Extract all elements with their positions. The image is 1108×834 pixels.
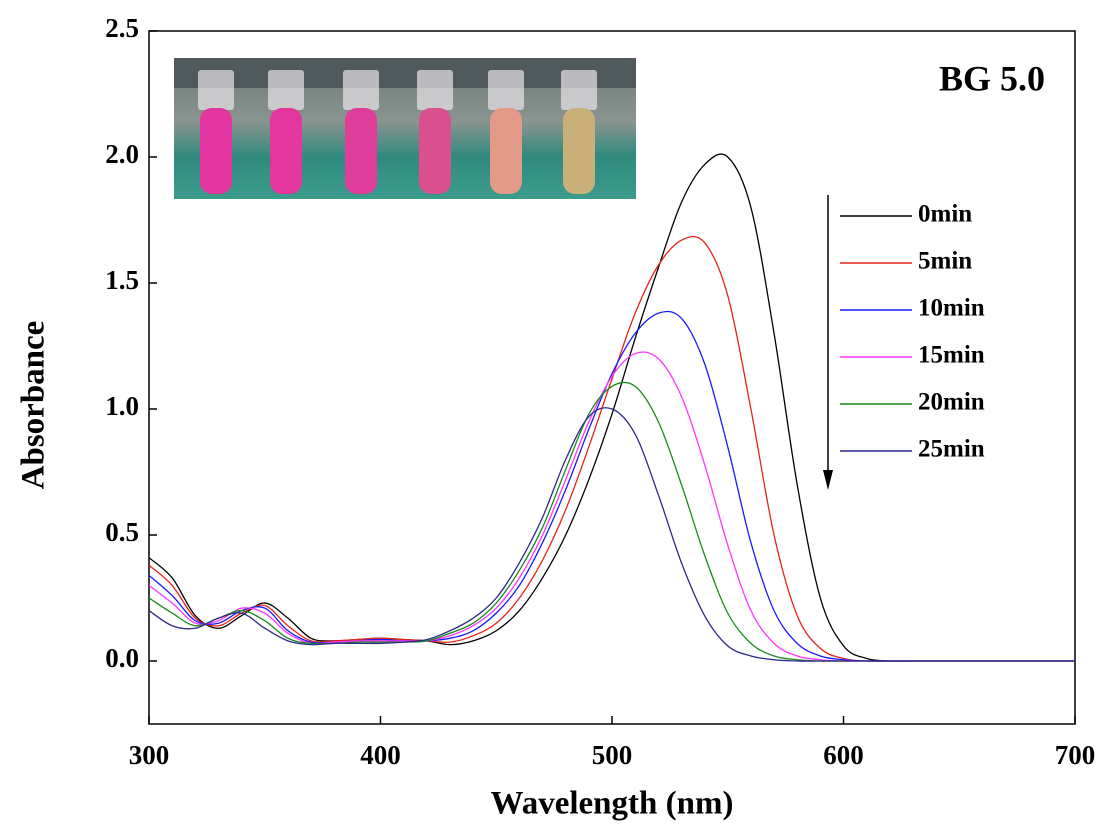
tube [490, 108, 522, 194]
tube-cap [343, 70, 379, 110]
y-tick-label: 1.5 [105, 265, 139, 295]
x-tick-label: 500 [592, 740, 633, 770]
y-tick-label: 0.0 [105, 643, 139, 673]
tube-cap [417, 70, 453, 110]
y-tick-label: 2.0 [105, 139, 139, 169]
legend-label: 15min [918, 342, 985, 369]
tube [200, 108, 232, 194]
x-tick-label: 300 [129, 740, 170, 770]
x-axis-title: Wavelength (nm) [491, 786, 734, 822]
x-tick-label: 400 [360, 740, 401, 770]
y-tick-label: 1.0 [105, 391, 139, 421]
tube-cap [488, 70, 524, 110]
tube-cap [268, 70, 304, 110]
photo-backdrop [174, 58, 636, 88]
legend-label: 0min [918, 201, 972, 228]
arrow-head [823, 470, 833, 490]
legend-label: 10min [918, 295, 985, 322]
tube-cap [561, 70, 597, 110]
legend-label: 5min [918, 248, 972, 275]
tubes [198, 70, 597, 194]
inset-photo [174, 58, 636, 199]
y-tick-label: 2.5 [105, 13, 139, 43]
series-line [148, 407, 1075, 662]
legend-label: 20min [918, 389, 985, 416]
y-axis-title: Absorbance [16, 321, 52, 490]
tube [419, 108, 451, 194]
x-tick-label: 600 [823, 740, 864, 770]
series-line [148, 381, 1075, 662]
legend-label: 25min [918, 436, 985, 463]
tube [345, 108, 377, 194]
annotation: BG 5.0 [939, 58, 1045, 98]
y-tick-label: 0.5 [105, 517, 139, 547]
tube [270, 108, 302, 194]
tube [563, 108, 595, 194]
tube-cap [198, 70, 234, 110]
x-tick-label: 700 [1055, 740, 1096, 770]
